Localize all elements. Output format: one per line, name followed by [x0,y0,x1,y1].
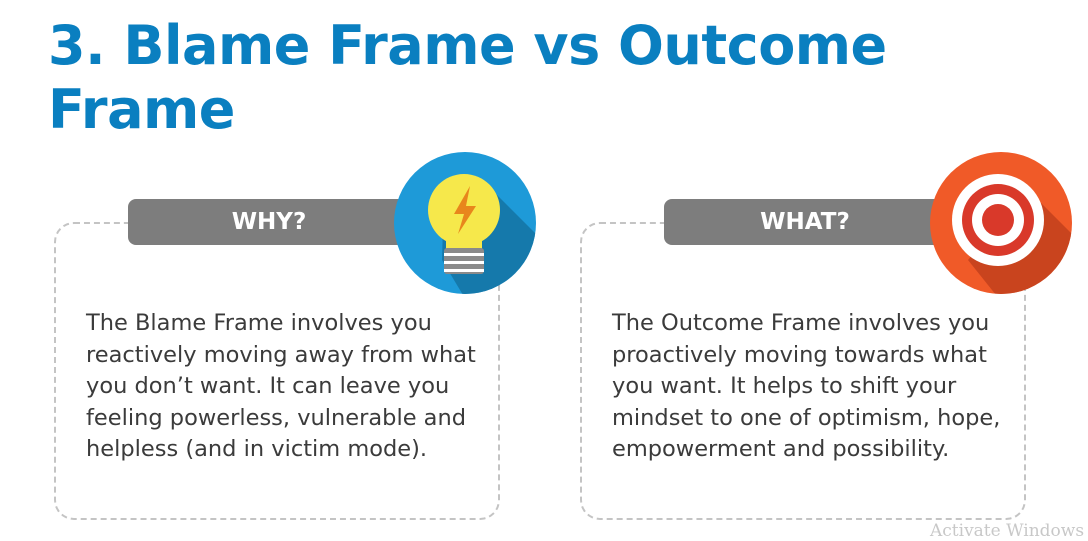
activate-windows-watermark: Activate Windows [930,521,1085,541]
target-icon [928,150,1074,296]
what-description: The Outcome Frame involves you proactive… [612,310,1001,462]
what-heading: WHAT? [664,199,946,245]
why-description: The Blame Frame involves you reactively … [86,310,476,462]
lightbulb-icon [392,150,538,296]
page-title: 3. Blame Frame vs Outcome Frame [48,14,887,141]
why-heading: WHY? [128,199,410,245]
